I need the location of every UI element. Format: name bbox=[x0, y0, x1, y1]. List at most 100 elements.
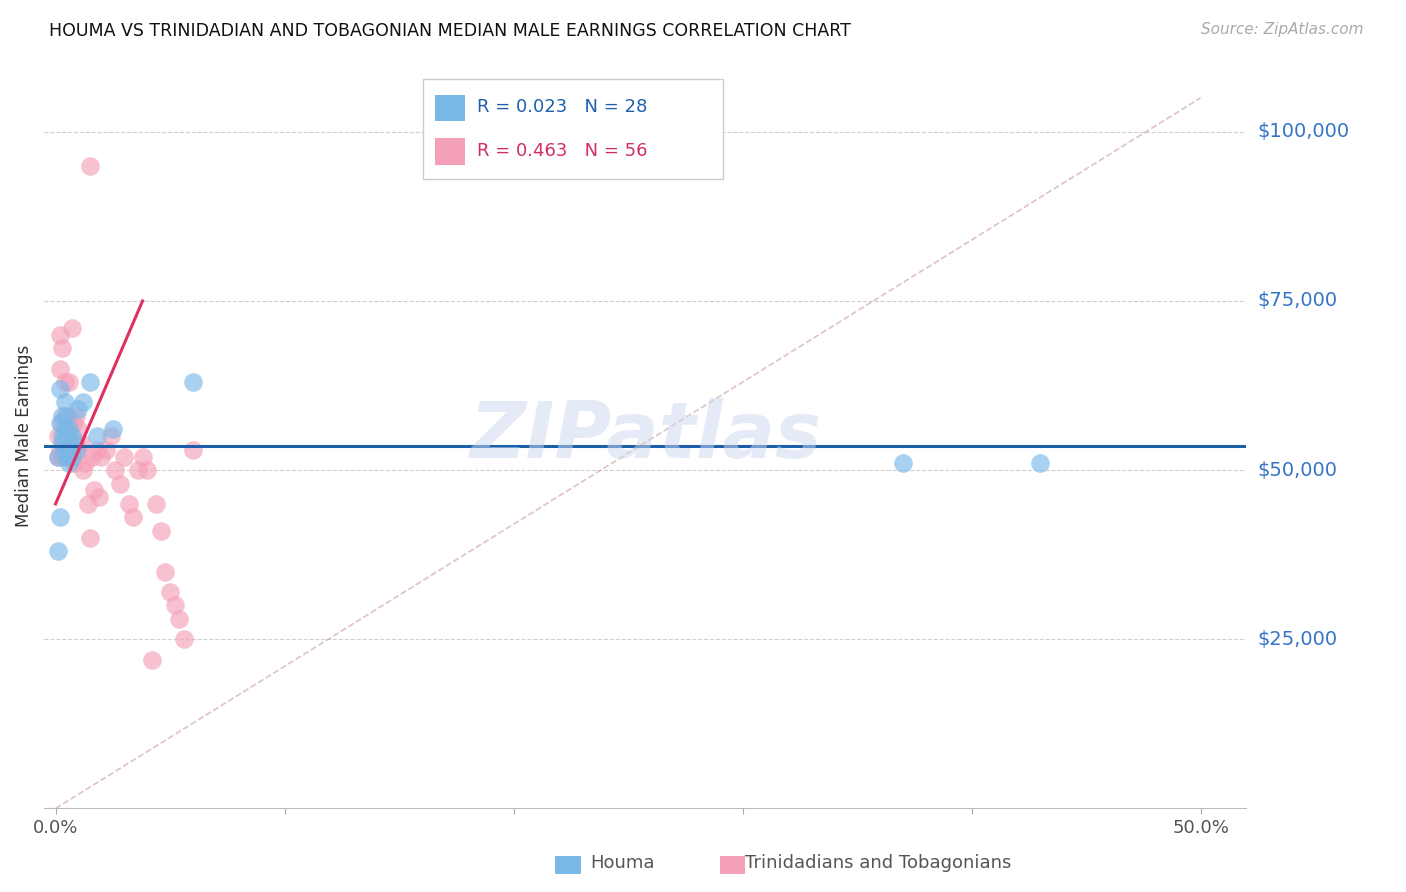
Point bbox=[58, 422, 80, 436]
Bar bbox=[555, 856, 581, 874]
Text: ZIPatlas: ZIPatlas bbox=[470, 398, 821, 475]
Point bbox=[56, 422, 79, 436]
Point bbox=[112, 450, 135, 464]
Point bbox=[49, 442, 72, 457]
Point bbox=[53, 375, 76, 389]
Point bbox=[127, 463, 149, 477]
Point bbox=[90, 450, 112, 464]
Point bbox=[67, 442, 90, 457]
Point bbox=[51, 416, 73, 430]
Point bbox=[63, 416, 86, 430]
Bar bbox=[434, 95, 465, 121]
Point bbox=[56, 450, 79, 464]
Point bbox=[122, 510, 145, 524]
Point bbox=[79, 375, 101, 389]
Point bbox=[65, 436, 87, 450]
Point bbox=[101, 422, 124, 436]
Point bbox=[49, 416, 72, 430]
Text: $25,000: $25,000 bbox=[1258, 630, 1339, 648]
Point bbox=[891, 456, 914, 470]
Point bbox=[136, 463, 159, 477]
Text: Source: ZipAtlas.com: Source: ZipAtlas.com bbox=[1201, 22, 1364, 37]
Point bbox=[83, 483, 105, 498]
Point bbox=[49, 327, 72, 342]
Point bbox=[141, 652, 163, 666]
Point bbox=[51, 429, 73, 443]
Point bbox=[56, 409, 79, 423]
Text: $75,000: $75,000 bbox=[1258, 292, 1339, 310]
Text: HOUMA VS TRINIDADIAN AND TOBAGONIAN MEDIAN MALE EARNINGS CORRELATION CHART: HOUMA VS TRINIDADIAN AND TOBAGONIAN MEDI… bbox=[49, 22, 851, 40]
Point bbox=[51, 450, 73, 464]
Text: Houma: Houma bbox=[591, 855, 655, 872]
Point bbox=[56, 429, 79, 443]
Point bbox=[53, 409, 76, 423]
Bar bbox=[434, 138, 465, 164]
Point bbox=[51, 436, 73, 450]
Text: R = 0.023   N = 28: R = 0.023 N = 28 bbox=[477, 98, 647, 116]
Point bbox=[51, 341, 73, 355]
Point bbox=[72, 395, 94, 409]
Point bbox=[46, 450, 69, 464]
Point bbox=[49, 382, 72, 396]
Point bbox=[69, 436, 91, 450]
Point bbox=[49, 510, 72, 524]
Point bbox=[104, 463, 127, 477]
Point bbox=[131, 450, 153, 464]
Bar bbox=[720, 856, 745, 874]
Point bbox=[46, 429, 69, 443]
Point bbox=[94, 442, 117, 457]
Point bbox=[60, 442, 83, 457]
Point bbox=[67, 402, 90, 417]
Text: R = 0.463   N = 56: R = 0.463 N = 56 bbox=[477, 142, 647, 161]
Point bbox=[58, 456, 80, 470]
Point bbox=[67, 422, 90, 436]
Point bbox=[86, 429, 108, 443]
Point bbox=[108, 476, 131, 491]
Point bbox=[53, 395, 76, 409]
Point bbox=[60, 450, 83, 464]
Point bbox=[75, 456, 97, 470]
Point bbox=[60, 321, 83, 335]
Point bbox=[53, 422, 76, 436]
Point bbox=[145, 497, 167, 511]
Point bbox=[76, 497, 98, 511]
Point bbox=[163, 599, 186, 613]
Text: $50,000: $50,000 bbox=[1258, 460, 1337, 480]
Point bbox=[79, 531, 101, 545]
Text: Trinidadians and Tobagonians: Trinidadians and Tobagonians bbox=[745, 855, 1011, 872]
Point bbox=[1029, 456, 1052, 470]
Point bbox=[63, 456, 86, 470]
Point bbox=[159, 585, 181, 599]
Text: $100,000: $100,000 bbox=[1258, 122, 1350, 141]
Point bbox=[181, 375, 204, 389]
Point bbox=[82, 450, 104, 464]
Point bbox=[46, 544, 69, 558]
Point bbox=[149, 524, 172, 538]
Y-axis label: Median Male Earnings: Median Male Earnings bbox=[15, 345, 32, 527]
Point bbox=[56, 436, 79, 450]
Point bbox=[58, 375, 80, 389]
Point bbox=[86, 442, 108, 457]
Point bbox=[60, 429, 83, 443]
Point bbox=[155, 565, 177, 579]
Point bbox=[51, 436, 73, 450]
Point bbox=[58, 442, 80, 457]
Point bbox=[56, 450, 79, 464]
Point bbox=[53, 429, 76, 443]
Point bbox=[87, 490, 110, 504]
Bar bbox=[423, 79, 723, 179]
Point bbox=[173, 632, 195, 647]
Point bbox=[118, 497, 141, 511]
Point bbox=[53, 442, 76, 457]
Point bbox=[181, 442, 204, 457]
Point bbox=[65, 409, 87, 423]
Point bbox=[51, 409, 73, 423]
Point bbox=[63, 436, 86, 450]
Point bbox=[49, 361, 72, 376]
Point bbox=[46, 450, 69, 464]
Point bbox=[72, 463, 94, 477]
Point bbox=[167, 612, 190, 626]
Point bbox=[65, 442, 87, 457]
Point bbox=[100, 429, 122, 443]
Point bbox=[79, 159, 101, 173]
